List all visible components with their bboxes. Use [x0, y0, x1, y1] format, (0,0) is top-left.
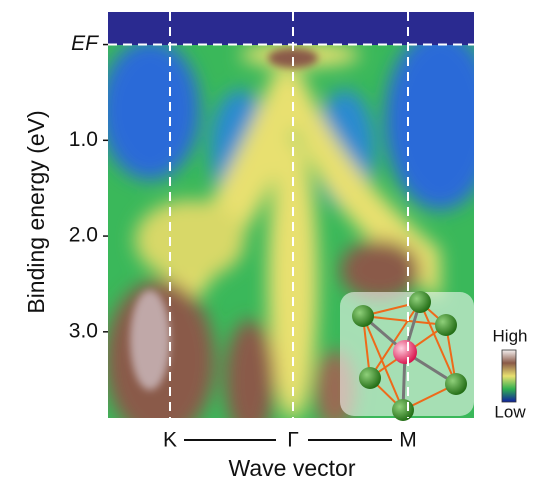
crystal-inset	[340, 291, 474, 421]
y-tick-label: EF	[71, 32, 99, 55]
colorbar-low: Low	[494, 402, 526, 421]
y-tick-label: 1.0	[69, 128, 98, 151]
x-tick-label: Γ	[287, 429, 299, 452]
colorbar	[501, 349, 517, 403]
y-tick-label: 2.0	[69, 224, 98, 247]
x-tick-label: M	[399, 429, 417, 452]
x-tick-label: K	[163, 429, 177, 452]
y-tick-label: 3.0	[69, 319, 98, 342]
colorbar-high: High	[493, 326, 528, 345]
k-point-lines	[169, 12, 409, 418]
y-axis-label: Binding energy (eV)	[23, 110, 49, 313]
x-axis-label: Wave vector	[229, 455, 356, 481]
